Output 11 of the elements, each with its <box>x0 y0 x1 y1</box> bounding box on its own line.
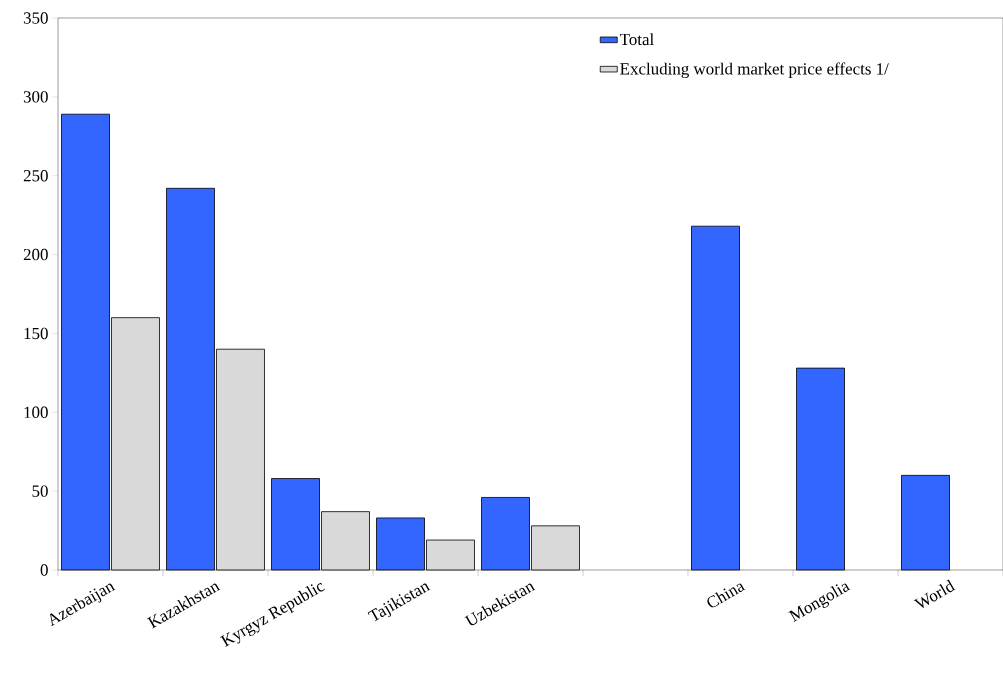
y-tick-label: 0 <box>40 564 48 576</box>
y-tick-label: 250 <box>23 169 48 182</box>
legend-label: Excluding world market price effects 1/ <box>620 62 889 79</box>
x-tick-label: China <box>707 583 746 608</box>
y-tick-label: 200 <box>23 248 48 261</box>
y-tick-label: 150 <box>24 327 48 340</box>
y-tick-label: 300 <box>23 91 48 103</box>
y-tick-label: 50 <box>32 485 48 497</box>
y-tick-label: 100 <box>24 406 48 419</box>
legend-label: Total <box>619 33 654 46</box>
y-tick-label: 350 <box>23 12 48 24</box>
